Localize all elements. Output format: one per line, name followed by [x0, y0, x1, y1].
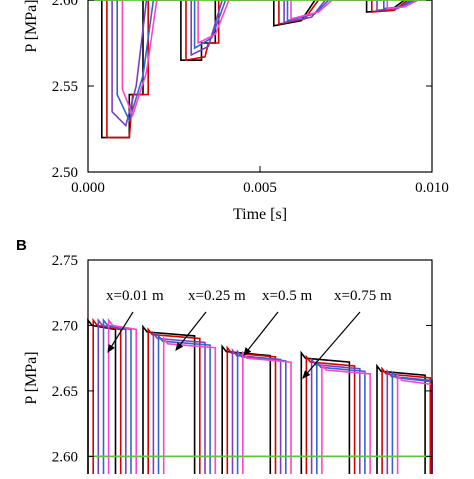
- panel-a: 0.000 0.005 0.010 2.50 2.55 2.60 P [MPa] Time…: [23, 0, 449, 223]
- panel-b: B 2.60 2.65 2.70 2.75 P [MPa] x=0.01 m x=0.…: [16, 237, 433, 479]
- panel-a-series-group: [88, 0, 432, 139]
- annotation-x-0-75: x=0.75 m: [334, 288, 392, 304]
- annotation-arrow: [302, 311, 361, 379]
- x-tick-label: 0.005: [243, 180, 277, 196]
- panel-b-y-axis-title: P [MPa]: [23, 351, 40, 404]
- panel-a-ticks: 0.000 0.005 0.010 2.50 2.55 2.60: [52, 0, 449, 196]
- series-line: [88, 0, 432, 139]
- y-tick-label: 2.75: [52, 253, 78, 269]
- y-tick-label: 2.60: [52, 0, 78, 9]
- panel-b-letter: B: [16, 237, 27, 254]
- annotation-arrow: [243, 311, 279, 356]
- annotation-x-0-01: x=0.01 m: [106, 288, 164, 304]
- y-tick-label: 2.55: [52, 79, 78, 95]
- series-line: [92, 317, 432, 479]
- y-tick-label: 2.70: [52, 318, 78, 334]
- series-line: [87, 317, 426, 479]
- annotation-x-0-25: x=0.25 m: [188, 288, 246, 304]
- panel-b-annotations: x=0.01 m x=0.25 m x=0.5 m x=0.75 m: [106, 288, 392, 379]
- panel-b-ticks: 2.60 2.65 2.70 2.75: [52, 253, 432, 465]
- annotation-x-0-5: x=0.5 m: [262, 288, 312, 304]
- x-tick-label: 0.010: [415, 180, 449, 196]
- series-line: [88, 0, 432, 118]
- series-line: [97, 317, 433, 479]
- y-tick-label: 2.60: [52, 449, 78, 465]
- panel-a-y-axis-title: P [MPa]: [23, 0, 40, 53]
- annotation-arrow: [175, 311, 207, 351]
- x-tick-label: 0.000: [71, 180, 105, 196]
- series-line: [102, 317, 433, 479]
- panel-b-series-group: [87, 317, 433, 479]
- panel-a-x-axis-title: Time [s]: [233, 206, 287, 223]
- y-tick-label: 2.50: [52, 165, 78, 181]
- y-tick-label: 2.65: [52, 384, 78, 400]
- series-line: [107, 317, 433, 479]
- annotation-arrow: [107, 311, 134, 354]
- series-line: [88, 0, 432, 123]
- series-line: [88, 0, 432, 128]
- series-line: [88, 0, 432, 139]
